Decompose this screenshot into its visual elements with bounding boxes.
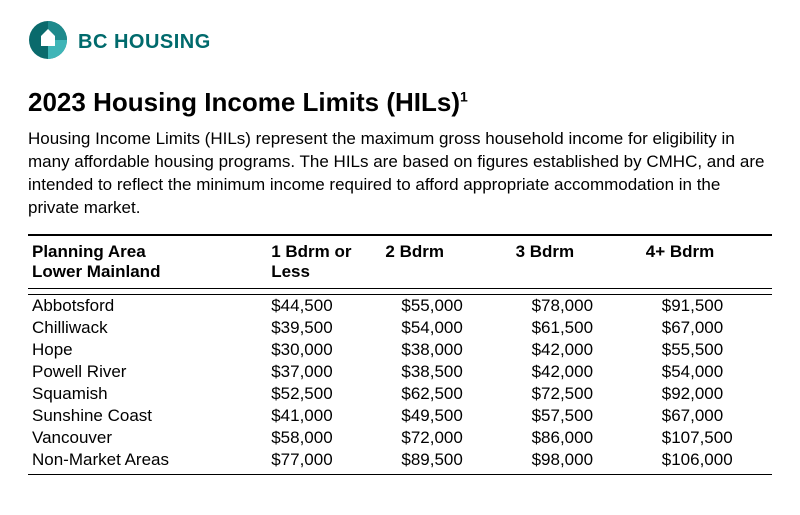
cell-4bdrm: $91,500 — [642, 294, 772, 317]
hils-table: Planning Area Lower Mainland 1 Bdrm or L… — [28, 234, 772, 475]
table-row: Squamish$52,500$62,500$72,500$92,000 — [28, 383, 772, 405]
page-title-footnote: 1 — [460, 88, 468, 104]
col-header-4bdrm: 4+ Bdrm — [642, 235, 772, 289]
col-header-area-line1: Planning Area — [32, 242, 146, 261]
cell-3bdrm: $98,000 — [512, 449, 642, 475]
page-title-text: 2023 Housing Income Limits (HILs) — [28, 87, 460, 117]
cell-4bdrm: $107,500 — [642, 427, 772, 449]
cell-3bdrm: $57,500 — [512, 405, 642, 427]
cell-3bdrm: $86,000 — [512, 427, 642, 449]
cell-area: Abbotsford — [28, 294, 251, 317]
cell-3bdrm: $72,500 — [512, 383, 642, 405]
col-header-1bdrm-line1: 1 Bdrm or — [271, 242, 351, 261]
page-title: 2023 Housing Income Limits (HILs)1 — [28, 87, 772, 118]
col-header-area: Planning Area Lower Mainland — [28, 235, 251, 289]
cell-4bdrm: $67,000 — [642, 317, 772, 339]
cell-4bdrm: $106,000 — [642, 449, 772, 475]
cell-1bdrm: $58,000 — [251, 427, 381, 449]
table-row: Powell River$37,000$38,500$42,000$54,000 — [28, 361, 772, 383]
bc-housing-logo-icon — [28, 20, 68, 65]
cell-2bdrm: $62,500 — [381, 383, 511, 405]
table-header-row: Planning Area Lower Mainland 1 Bdrm or L… — [28, 235, 772, 289]
table-row: Hope$30,000$38,000$42,000$55,500 — [28, 339, 772, 361]
cell-1bdrm: $41,000 — [251, 405, 381, 427]
col-header-1bdrm-line2: Less — [271, 262, 310, 281]
cell-1bdrm: $30,000 — [251, 339, 381, 361]
cell-3bdrm: $61,500 — [512, 317, 642, 339]
cell-2bdrm: $38,000 — [381, 339, 511, 361]
cell-4bdrm: $55,500 — [642, 339, 772, 361]
cell-4bdrm: $54,000 — [642, 361, 772, 383]
cell-area: Vancouver — [28, 427, 251, 449]
description-paragraph: Housing Income Limits (HILs) represent t… — [28, 128, 772, 220]
cell-area: Hope — [28, 339, 251, 361]
table-row: Vancouver$58,000$72,000$86,000$107,500 — [28, 427, 772, 449]
cell-2bdrm: $72,000 — [381, 427, 511, 449]
cell-1bdrm: $37,000 — [251, 361, 381, 383]
brand-name: BC HOUSING — [78, 31, 211, 54]
cell-area: Non-Market Areas — [28, 449, 251, 475]
cell-2bdrm: $49,500 — [381, 405, 511, 427]
cell-1bdrm: $52,500 — [251, 383, 381, 405]
table-row: Sunshine Coast$41,000$49,500$57,500$67,0… — [28, 405, 772, 427]
cell-2bdrm: $38,500 — [381, 361, 511, 383]
cell-1bdrm: $77,000 — [251, 449, 381, 475]
col-header-3bdrm: 3 Bdrm — [512, 235, 642, 289]
cell-1bdrm: $39,500 — [251, 317, 381, 339]
cell-2bdrm: $55,000 — [381, 294, 511, 317]
col-header-area-line2: Lower Mainland — [32, 262, 160, 281]
col-header-1bdrm: 1 Bdrm or Less — [251, 235, 381, 289]
cell-area: Chilliwack — [28, 317, 251, 339]
brand-header: BC HOUSING — [28, 20, 772, 65]
cell-area: Squamish — [28, 383, 251, 405]
table-row: Abbotsford$44,500$55,000$78,000$91,500 — [28, 294, 772, 317]
cell-4bdrm: $92,000 — [642, 383, 772, 405]
table-row: Non-Market Areas$77,000$89,500$98,000$10… — [28, 449, 772, 475]
table-row: Chilliwack$39,500$54,000$61,500$67,000 — [28, 317, 772, 339]
col-header-2bdrm: 2 Bdrm — [381, 235, 511, 289]
cell-3bdrm: $42,000 — [512, 339, 642, 361]
cell-area: Powell River — [28, 361, 251, 383]
cell-2bdrm: $89,500 — [381, 449, 511, 475]
cell-1bdrm: $44,500 — [251, 294, 381, 317]
cell-3bdrm: $42,000 — [512, 361, 642, 383]
cell-3bdrm: $78,000 — [512, 294, 642, 317]
cell-4bdrm: $67,000 — [642, 405, 772, 427]
cell-area: Sunshine Coast — [28, 405, 251, 427]
cell-2bdrm: $54,000 — [381, 317, 511, 339]
